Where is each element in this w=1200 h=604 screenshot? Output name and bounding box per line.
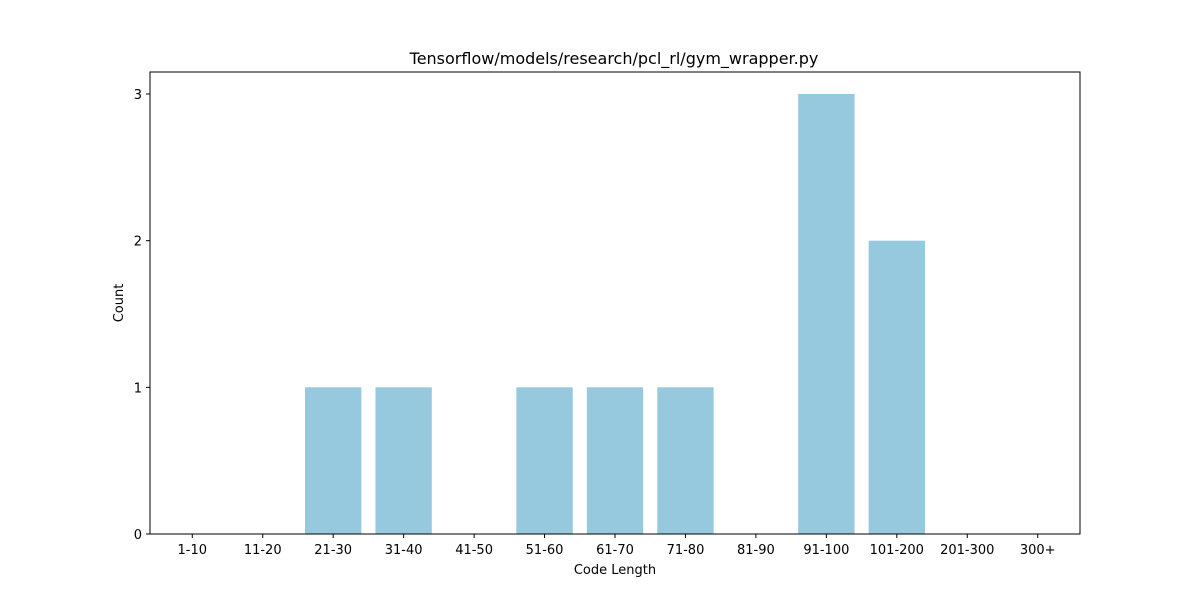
bar <box>798 94 855 534</box>
x-tick-label: 300+ <box>1020 543 1056 558</box>
x-axis-ticks: 1-10 11-20 21-30 31-40 41-50 51-60 61-70 71-80 8… <box>178 534 1056 558</box>
bar <box>657 387 714 534</box>
x-tick-label: 31-40 <box>385 543 423 558</box>
y-axis-label: Count <box>112 284 127 323</box>
y-tick-label: 2 <box>134 235 142 250</box>
x-tick-label: 21-30 <box>314 543 352 558</box>
x-tick-label: 11-20 <box>244 543 282 558</box>
x-tick-label: 41-50 <box>455 543 493 558</box>
chart-title: Tensorflow/models/research/pcl_rl/gym_wr… <box>409 49 819 69</box>
bar <box>586 387 644 534</box>
x-tick-label: 101-200 <box>870 543 924 558</box>
x-tick-label: 61-70 <box>596 543 634 558</box>
y-tick-label: 3 <box>134 88 142 103</box>
plot-frame <box>149 71 1081 535</box>
bar <box>516 387 573 534</box>
bar <box>375 387 432 534</box>
x-tick-label: 71-80 <box>667 543 705 558</box>
x-axis-label: Code Length <box>574 563 656 578</box>
x-tick-label: 201-300 <box>940 543 994 558</box>
x-tick-label: 81-90 <box>737 543 775 558</box>
y-axis-ticks: 0 1 2 3 <box>134 88 150 543</box>
x-tick-label: 91-100 <box>803 543 849 558</box>
bar <box>868 240 925 535</box>
x-tick-label: 1-10 <box>178 543 208 558</box>
bars-group <box>305 94 925 535</box>
bar <box>305 387 362 534</box>
y-tick-label: 1 <box>134 381 142 396</box>
x-tick-label: 51-60 <box>526 543 564 558</box>
y-tick-label: 0 <box>134 528 142 543</box>
